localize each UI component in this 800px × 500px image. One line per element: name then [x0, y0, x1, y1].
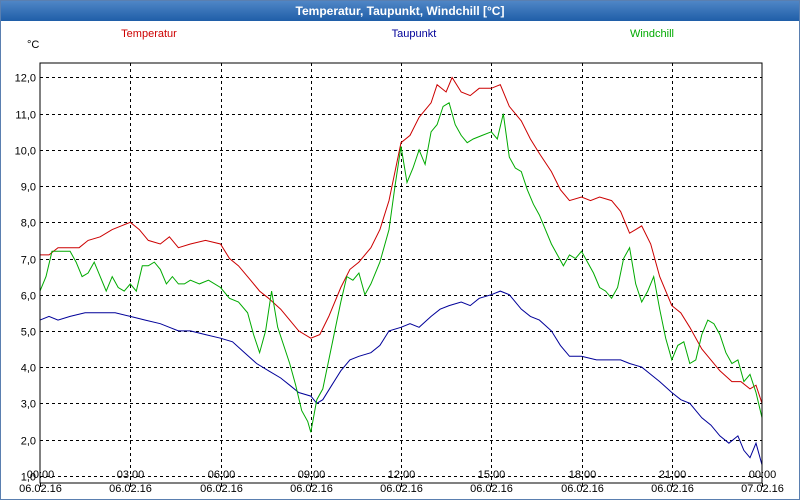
legend: Temperatur Taupunkt Windchill [121, 28, 674, 40]
x-tick-time: 06:00 [208, 469, 236, 481]
x-tick-date: 06.02.16 [380, 483, 423, 495]
x-tick-time: 09:00 [298, 469, 326, 481]
x-tick-date: 06.02.16 [19, 483, 62, 495]
y-tick-label: 2,0 [21, 436, 36, 448]
y-tick-label: 12,0 [15, 73, 36, 85]
x-tick-time: 21:00 [659, 469, 687, 481]
chart: 1,02,03,04,05,06,07,08,09,010,011,012,0 … [15, 28, 784, 495]
y-tick-label: 9,0 [21, 182, 36, 194]
series-line-taupunkt [39, 290, 763, 466]
y-tick-label: 7,0 [21, 255, 36, 267]
series-line-temperatur [40, 76, 763, 404]
y-axis: 1,0 2,0 3,0 4,0 5,0 6,0 7,0 8,0 9,0 10,0 11,0 12,0 [15, 73, 36, 484]
x-tick-date: 06.02.16 [470, 483, 513, 495]
series-line-windchill [39, 102, 763, 433]
y-tick-label: 5,0 [21, 327, 36, 339]
x-tick-time: 15:00 [478, 469, 506, 481]
x-tick-time: 12:00 [388, 469, 416, 481]
x-tick-date: 06.02.16 [290, 483, 333, 495]
window-title: Temperatur, Taupunkt, Windchill [°C] [1, 1, 799, 21]
y-axis-label: °C [27, 39, 39, 51]
legend-windchill: Windchill [630, 28, 674, 40]
plot-frame [39, 62, 763, 484]
x-tick-date: 07.02.16 [741, 483, 784, 495]
y-tick-label: 6,0 [21, 291, 36, 303]
y-tick-label: 1,0 [21, 472, 36, 484]
x-tick-time: 18:00 [569, 469, 597, 481]
x-tick-date: 06.02.16 [109, 483, 152, 495]
grid [40, 63, 762, 483]
legend-temperatur: Temperatur [121, 28, 177, 40]
y-tick-label: 4,0 [21, 363, 36, 375]
legend-taupunkt: Taupunkt [392, 28, 437, 40]
x-tick-date: 06.02.16 [651, 483, 694, 495]
y-tick-label: 8,0 [21, 218, 36, 230]
y-tick-label: 11,0 [15, 110, 36, 122]
y-tick-label: 3,0 [21, 399, 36, 411]
x-tick-date: 06.02.16 [561, 483, 604, 495]
series-group [39, 76, 763, 466]
x-tick-time: 03:00 [117, 469, 145, 481]
x-tick-date: 06.02.16 [200, 483, 243, 495]
x-axis: 00:0006.02.1603:0006.02.1606:0006.02.160… [19, 469, 784, 495]
y-tick-label: 10,0 [15, 146, 36, 158]
